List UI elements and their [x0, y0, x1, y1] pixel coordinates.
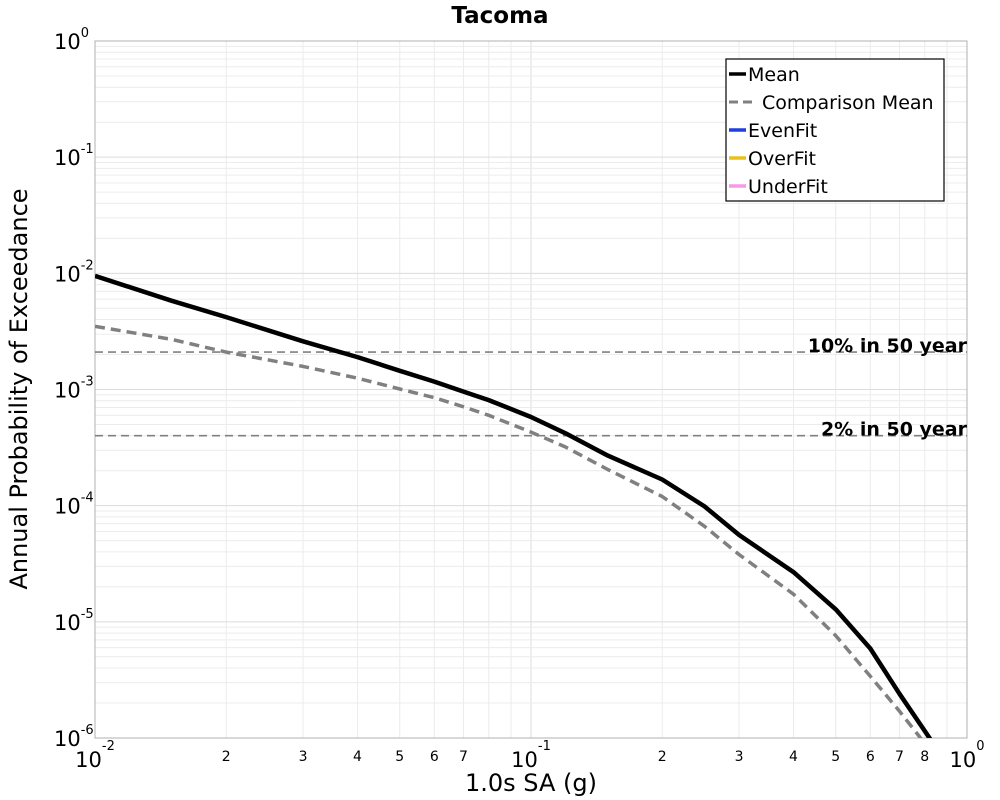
x-minor-tick-label: 6	[866, 749, 875, 765]
legend-label: EvenFit	[748, 120, 817, 142]
x-minor-tick-label: 4	[789, 749, 798, 765]
x-minor-tick-label: 2	[658, 749, 667, 765]
legend-box	[725, 58, 945, 202]
x-minor-tick-label: 6	[430, 749, 439, 765]
series-lines	[95, 273, 933, 738]
x-minor-tick-label: 4	[353, 749, 362, 765]
legend-label: Mean	[748, 64, 800, 86]
series-line-mean	[95, 273, 933, 738]
reference-line-label: 2% in 50 year	[821, 419, 968, 441]
x-minor-tick-label: 8	[920, 749, 929, 765]
x-minor-tick-label: 7	[895, 749, 904, 765]
x-minor-tick-label: 3	[735, 749, 744, 765]
legend-label: Comparison Mean	[762, 92, 934, 114]
chart-title: Tacoma	[451, 3, 548, 29]
y-tick-label: 100	[54, 26, 89, 54]
x-tick-label: 10-2	[75, 739, 115, 772]
x-tick-label: 10-1	[511, 739, 551, 772]
legend-label: UnderFit	[748, 176, 828, 198]
plot-area-frame	[94, 40, 968, 739]
y-tick-label: 10-1	[54, 142, 94, 170]
y-tick-label: 10-5	[54, 607, 94, 635]
legend: Mean Comparison Mean EvenFit OverFit UnderFi…	[725, 58, 945, 202]
x-minor-tick-label: 2	[222, 749, 231, 765]
y-axis-label: Annual Probability of Exceedance	[5, 188, 33, 589]
y-tick-label: 10-6	[54, 723, 94, 751]
x-minor-tick-label: 5	[395, 749, 404, 765]
reference-lines: 10% in 50 year 2% in 50 year	[95, 335, 968, 441]
legend-label: OverFit	[748, 148, 816, 170]
y-tick-labels: 100 10-1 10-2 10-3 10-4 10-5 10-6	[54, 26, 94, 751]
y-tick-label: 10-3	[54, 375, 94, 403]
x-tick-label: 100	[949, 739, 984, 772]
y-tick-label: 10-4	[54, 491, 94, 519]
reference-line-label: 10% in 50 year	[808, 335, 968, 357]
y-tick-label: 10-2	[54, 258, 94, 286]
x-minor-tick-label: 7	[459, 749, 468, 765]
x-minor-tick-label: 5	[831, 749, 840, 765]
x-minor-tick-label: 3	[299, 749, 308, 765]
series-line-comparison-mean	[95, 324, 923, 738]
x-axis-label: 1.0s SA (g)	[465, 769, 597, 797]
